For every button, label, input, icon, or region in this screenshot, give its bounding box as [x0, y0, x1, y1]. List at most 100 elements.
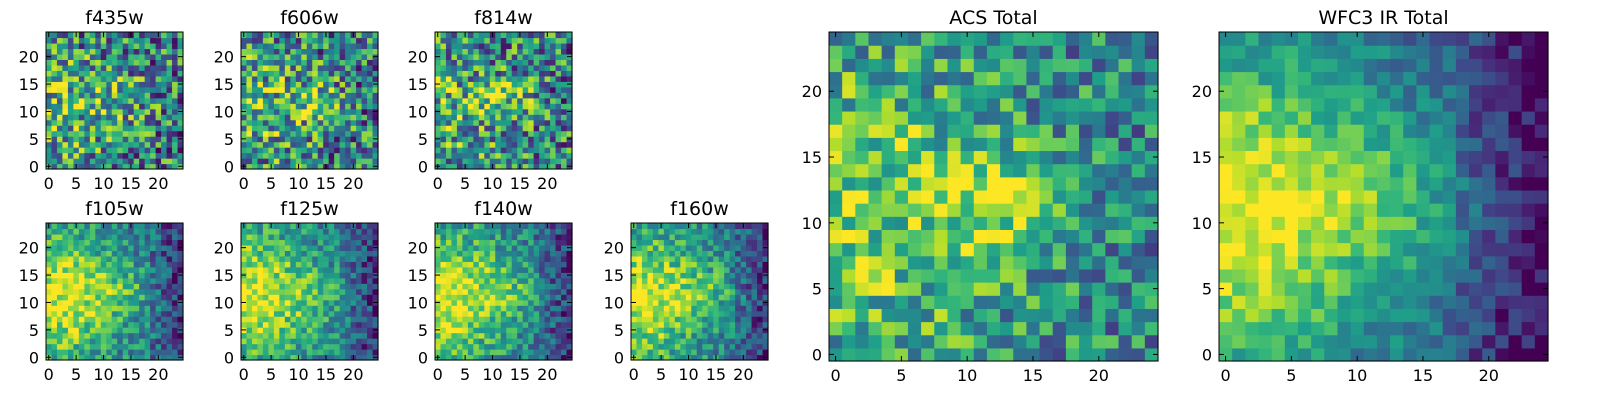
heatmap-cell: [350, 119, 357, 126]
heatmap-cell: [1013, 295, 1027, 309]
y-tick-label: 5: [614, 321, 624, 340]
heatmap-cell: [550, 86, 557, 93]
heatmap-cell: [631, 228, 638, 235]
heatmap-cell: [729, 266, 736, 273]
heatmap-cell: [251, 261, 259, 268]
heatmap-cell: [473, 53, 480, 60]
heatmap-cell: [751, 349, 758, 356]
y-tick-label: 5: [29, 130, 39, 149]
heatmap-cell: [462, 316, 469, 323]
heatmap-cell: [56, 163, 64, 170]
heatmap-cell: [724, 305, 731, 312]
heatmap-cell: [361, 64, 368, 71]
y-tick-label: 10: [19, 102, 39, 121]
heatmap-cell: [251, 114, 259, 121]
heatmap-cell: [473, 130, 480, 137]
heatmap-cell: [658, 316, 665, 323]
heatmap-cell: [67, 136, 74, 143]
heatmap-cell: [1039, 203, 1054, 217]
heatmap-cell: [284, 53, 291, 60]
heatmap-cell: [495, 288, 502, 295]
heatmap-cell: [652, 223, 659, 230]
heatmap-cell: [740, 349, 747, 356]
heatmap-cell: [1052, 321, 1067, 336]
heatmap-cell: [440, 244, 447, 251]
heatmap-cell: [561, 92, 568, 99]
heatmap-cell: [177, 277, 184, 284]
axes-frame: [240, 31, 379, 170]
heatmap-cell: [328, 130, 335, 137]
heatmap-cell: [462, 108, 469, 115]
heatmap-cell: [78, 119, 85, 126]
heatmap-cell: [894, 347, 909, 362]
heatmap-cell: [522, 103, 529, 110]
heatmap-cell: [100, 228, 107, 235]
heatmap-cell: [550, 70, 557, 77]
heatmap-cell: [669, 255, 676, 262]
heatmap-cell: [350, 130, 357, 137]
heatmap-cell: [122, 239, 129, 246]
heatmap-cell: [652, 244, 659, 251]
heatmap-cell: [89, 53, 96, 60]
heatmap-cell: [133, 272, 140, 279]
heatmap-cell: [544, 283, 551, 290]
heatmap-cell: [306, 305, 313, 312]
heatmap-cell: [284, 136, 291, 143]
x-tick-label: 0: [433, 365, 443, 384]
heatmap-cell: [139, 261, 146, 268]
heatmap-cell: [707, 305, 714, 312]
heatmap-cell: [445, 130, 453, 137]
heatmap-cell: [122, 70, 129, 77]
heatmap-cell: [533, 158, 540, 165]
heatmap-cell: [279, 92, 286, 99]
heatmap-cell: [484, 53, 491, 60]
heatmap-cell: [652, 299, 659, 306]
heatmap-cell: [495, 223, 502, 230]
heatmap-cell: [78, 338, 85, 345]
heatmap-cell: [106, 141, 113, 148]
heatmap-cell: [484, 283, 491, 290]
heatmap-cell: [111, 255, 118, 262]
heatmap-cell: [284, 327, 291, 334]
heatmap-cell: [702, 310, 709, 317]
heatmap-cell: [707, 244, 714, 251]
heatmap-cell: [306, 163, 313, 170]
heatmap-cell: [506, 272, 513, 279]
heatmap-cell: [73, 255, 80, 262]
heatmap-cell: [489, 147, 496, 154]
heatmap-cell: [506, 81, 513, 88]
heatmap-cell: [829, 203, 843, 217]
heatmap-cell: [566, 32, 573, 39]
heatmap-cell: [78, 310, 85, 317]
heatmap-cell: [555, 239, 562, 246]
heatmap-cell: [361, 310, 368, 317]
heatmap-cell: [451, 70, 458, 77]
heatmap-cell: [279, 59, 286, 66]
heatmap-cell: [150, 158, 157, 165]
heatmap-cell: [106, 338, 113, 345]
heatmap-cell: [473, 92, 480, 99]
heatmap-cell: [550, 147, 557, 154]
y-tick-label: 5: [418, 321, 428, 340]
heatmap-cell: [251, 75, 259, 82]
heatmap-cell: [51, 288, 58, 295]
heatmap-cell: [317, 108, 324, 115]
heatmap-cell: [696, 233, 703, 241]
heatmap-cell: [122, 125, 129, 132]
heatmap-cell: [122, 223, 129, 230]
heatmap-cell: [262, 75, 269, 82]
heatmap-cell: [561, 59, 568, 66]
heatmap-cell: [855, 255, 870, 270]
heatmap-cell: [268, 316, 275, 323]
heatmap-cell: [62, 316, 69, 323]
x-tick-label: 15: [510, 174, 530, 193]
heatmap-cell: [522, 81, 529, 88]
heatmap-cell: [84, 136, 91, 143]
heatmap-cell: [500, 327, 507, 334]
heatmap-cell: [636, 310, 643, 317]
heatmap-cell: [533, 321, 540, 328]
heatmap-cell: [251, 70, 259, 77]
heatmap-cell: [539, 349, 546, 356]
heatmap-cell: [555, 349, 562, 356]
heatmap-cell: [84, 97, 91, 104]
